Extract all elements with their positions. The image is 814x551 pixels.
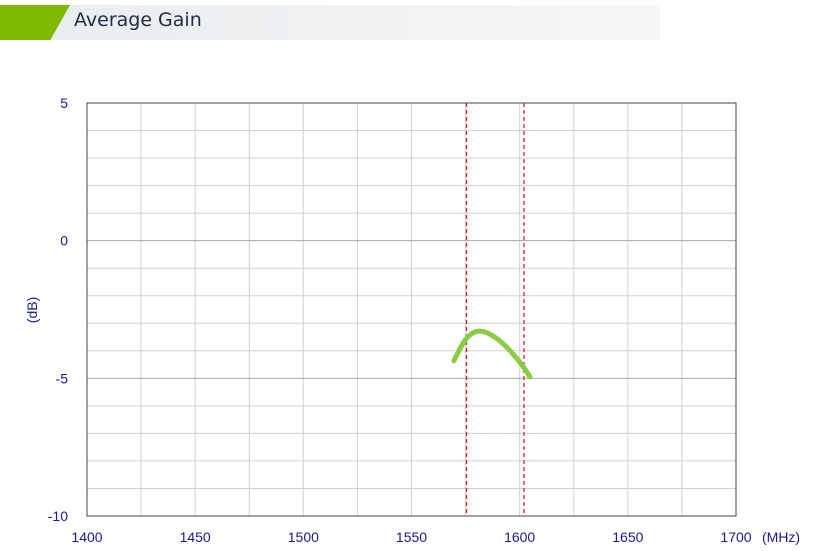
y-axis-label: (dB) (24, 297, 40, 323)
header-band (0, 5, 660, 40)
x-tick-label: 1700 (720, 529, 751, 545)
y-tick-label: 0 (60, 233, 68, 249)
y-tick-label: -10 (48, 508, 68, 524)
x-tick-label: 1450 (180, 529, 211, 545)
gain-curve (451, 328, 533, 380)
series (451, 328, 533, 380)
x-tick-label: 1650 (612, 529, 643, 545)
page-title: Average Gain (74, 9, 202, 31)
x-tick-label: 1600 (504, 529, 535, 545)
reference-lines (465, 103, 525, 516)
x-tick-label: 1500 (288, 529, 319, 545)
tick-labels: 1400 1450 1500 1550 1600 1650 1700 5 0 -5 -10 (48, 95, 752, 545)
y-tick-label: 5 (60, 95, 68, 111)
x-tick-label: 1550 (396, 529, 427, 545)
x-tick-label: 1400 (71, 529, 102, 545)
plot-frame (86, 102, 737, 517)
grid (87, 103, 736, 516)
x-axis-label: (MHz) (762, 529, 800, 545)
y-tick-label: -5 (56, 370, 69, 386)
